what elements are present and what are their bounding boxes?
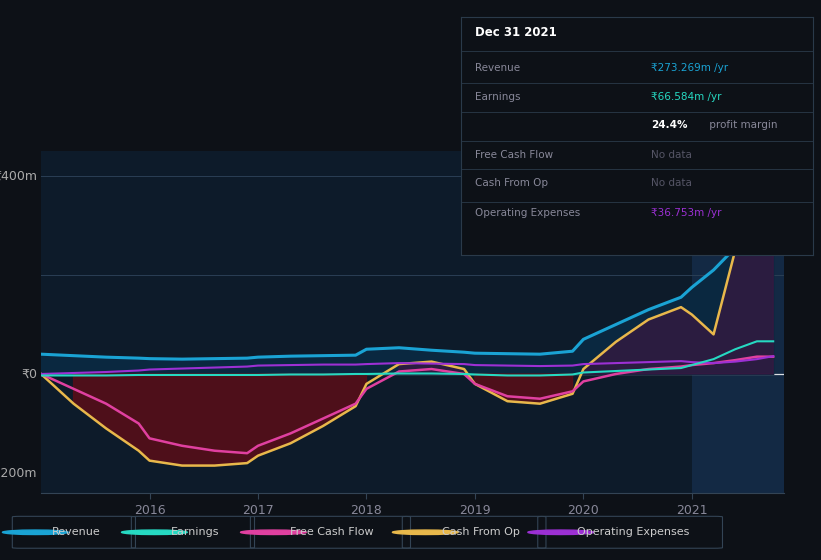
Text: profit margin: profit margin: [705, 120, 777, 130]
Bar: [692, 151, 784, 493]
Text: Operating Expenses: Operating Expenses: [475, 208, 580, 218]
Text: ₹36.753m /yr: ₹36.753m /yr: [651, 208, 722, 218]
Text: 24.4%: 24.4%: [651, 120, 688, 130]
Circle shape: [2, 530, 68, 534]
Text: ₹273.269m /yr: ₹273.269m /yr: [651, 63, 728, 73]
Text: -₹200m: -₹200m: [0, 466, 37, 479]
Text: ₹0: ₹0: [21, 367, 37, 380]
Text: Dec 31 2021: Dec 31 2021: [475, 26, 557, 39]
Circle shape: [241, 530, 306, 534]
Text: No data: No data: [651, 150, 692, 160]
Text: Earnings: Earnings: [171, 528, 219, 537]
Text: Revenue: Revenue: [52, 528, 100, 537]
Circle shape: [392, 530, 458, 534]
Text: Free Cash Flow: Free Cash Flow: [475, 150, 553, 160]
Text: Free Cash Flow: Free Cash Flow: [290, 528, 374, 537]
Text: Earnings: Earnings: [475, 91, 521, 101]
Text: No data: No data: [651, 179, 692, 188]
Text: ₹66.584m /yr: ₹66.584m /yr: [651, 91, 722, 101]
Circle shape: [528, 530, 594, 534]
Text: Cash From Op: Cash From Op: [442, 528, 520, 537]
Text: Operating Expenses: Operating Expenses: [577, 528, 690, 537]
Text: Revenue: Revenue: [475, 63, 521, 73]
Text: Cash From Op: Cash From Op: [475, 179, 548, 188]
Text: ₹400m: ₹400m: [0, 170, 37, 183]
Circle shape: [122, 530, 187, 534]
